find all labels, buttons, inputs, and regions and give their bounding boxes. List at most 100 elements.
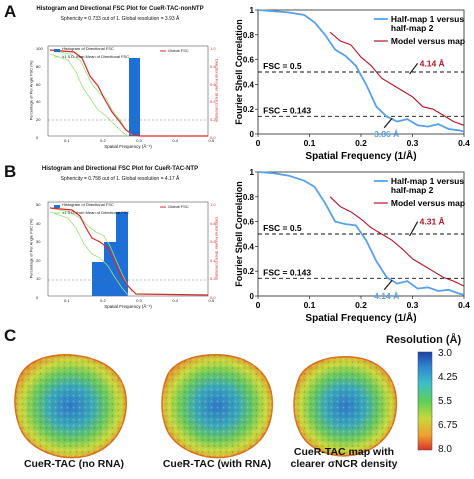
panel-a-global-fsc: [49, 49, 208, 137]
y-tick: 1.0: [210, 46, 216, 51]
arrow-half: [383, 279, 393, 291]
panel-b-sd-lower: [49, 211, 129, 296]
colorbar-tick: 5.5: [438, 396, 452, 407]
resolution-model-label: 4.31 Å: [420, 217, 445, 227]
y-tick-label: 0.8: [243, 193, 255, 202]
x-axis-label: Spatial Frequency (1/Å): [305, 311, 416, 324]
caption-no-rna: CueR-TAC (no RNA): [23, 458, 125, 470]
x-tick-label: 0.3: [407, 300, 419, 310]
y-tick: 20: [36, 117, 41, 123]
panel-b-small-yright-ticks: 1.0 0.8 0.6 0.4 0.2 0.0: [210, 202, 216, 300]
x-axis-label: Spatial Frequency (1/Å): [305, 149, 416, 162]
panel-b-small-svg: [47, 201, 209, 297]
y-tick: 0.8: [210, 63, 216, 69]
panel-a-small-xticks: 0.1 0.2 0.3 0.4 0.5: [64, 138, 214, 143]
panel-b-legend-global: Global FSC: [168, 204, 189, 209]
legend-half-map-line: Half-map 1 versus: [391, 14, 464, 24]
series-model-map: [329, 196, 465, 287]
panel-a-small-svg: [47, 45, 209, 137]
y-tick-label: 1: [250, 6, 255, 15]
y-tick-label: 0.2: [243, 105, 255, 114]
y-tick: 0.2: [210, 276, 216, 282]
panel-b-small-xticks: 0.1 0.2 0.3 0.4 0.5: [64, 298, 214, 303]
x-tick-label: 0.1: [304, 138, 316, 148]
panel-a-small-subtitle: Sphericity = 0.733 out of 1. Global reso…: [60, 16, 180, 22]
panel-b-small-xlabel: Spatial Frequency (Å⁻¹): [104, 304, 152, 309]
y-tick: 0.2: [210, 117, 216, 123]
panel-b-fsc-svg: 0 0.1 0.2 0.3 0.4 1 0.8 0.6 0.4 0.2 0 Spatial Frequ…: [234, 168, 470, 324]
series-half-map: [257, 171, 465, 296]
y-tick-label: 0.6: [243, 56, 255, 65]
panel-a-small-yleft-ticks: 100 80 60 40 20 0: [36, 46, 43, 140]
panel-a-legend-hist: Histogram of Directional FSC: [62, 46, 114, 51]
x-tick: 0.1: [64, 298, 70, 303]
panel-a-hist-bar: [129, 58, 140, 136]
resolution-half-label: 4.14 Å: [374, 291, 399, 301]
panel-a-legend-global: Global FSC: [168, 48, 189, 53]
y-tick: 20: [36, 257, 41, 263]
legend-half-map-line: half-map 2: [391, 23, 434, 33]
y-tick: 0: [36, 294, 39, 300]
legend-half-map-line: Half-map 1 versus: [391, 176, 464, 186]
x-tick-label: 0.4: [458, 138, 470, 148]
panel-a-sd-upper: [49, 49, 133, 136]
y-tick: 100: [36, 46, 43, 51]
panel-b-small-ylabel-left: Percentage of Per Angle FSC (%): [28, 218, 34, 279]
x-tick: 0.4: [172, 138, 178, 143]
fsc-05-label: FSC = 0.5: [263, 61, 302, 71]
colorbar: [417, 351, 433, 451]
panel-a-small-xlabel: Spatial Frequency (Å⁻¹): [104, 144, 152, 149]
panel-c-letter: C: [4, 326, 17, 345]
panel-b-hist-bar: [116, 212, 128, 296]
panel-b-hist-bar: [92, 262, 104, 296]
legend-model-map-label: Model versus map: [391, 198, 465, 208]
resolution-half-label: 3.86 Å: [374, 129, 399, 139]
y-tick: 30: [36, 239, 41, 245]
panel-a-letter: A: [4, 2, 17, 21]
arrow-half: [383, 117, 393, 129]
y-tick: 10: [36, 276, 41, 282]
caption-with-rna: CueR-TAC (with RNA): [162, 458, 272, 470]
y-tick: 0: [36, 134, 39, 140]
panel-a-fsc-svg: 0 0.1 0.2 0.3 0.4 1 0.8 0.6 0.4 0.2 0 Spatial Frequ…: [234, 6, 470, 162]
panel-b-legend-sd: ±1 S.D. from Mean of Directional FSC: [62, 210, 130, 215]
panel-b-small-title: Histogram and Directional FSC Plot for C…: [41, 166, 199, 172]
x-tick: 0.2: [100, 138, 106, 143]
arrow-model: [409, 221, 419, 237]
y-tick: 60: [36, 81, 41, 87]
colorbar-tick: 8.0: [438, 444, 452, 455]
legend-half-map-label: Half-map 1 versus half-map 2: [391, 14, 464, 33]
y-tick-label: 1: [250, 168, 255, 177]
colorbar-title: Resolution (Å): [386, 334, 462, 346]
x-tick: 0.2: [100, 298, 106, 303]
y-tick: 0.0: [210, 294, 216, 300]
y-axis-label: Fourier Shell Correlation: [234, 181, 244, 287]
y-tick: 80: [36, 63, 41, 69]
fsc-0143-label: FSC = 0.143: [263, 105, 311, 115]
y-tick-label: 0: [250, 130, 255, 139]
x-tick-label: 0.4: [458, 300, 470, 310]
y-tick: 0.4: [210, 99, 216, 105]
colorbar-tick: 3.0: [438, 348, 452, 359]
panel-b-directional-fsc-plot: Histogram and Directional FSC Plot for C…: [20, 162, 220, 312]
legend-model-map-label: Model versus map: [391, 36, 465, 46]
x-tick-label: 0.1: [304, 300, 316, 310]
panel-b-fsc-chart: 0 0.1 0.2 0.3 0.4 1 0.8 0.6 0.4 0.2 0 Spatial Frequ…: [234, 168, 472, 328]
y-tick-label: 0.4: [243, 242, 255, 251]
panel-b-small-yleft-ticks: 50 40 30 20 10 0: [36, 202, 40, 300]
panel-a-legend-sd: ±1 S.D. from Mean of Directional FSC: [62, 54, 130, 59]
map-with-rna: [161, 354, 274, 459]
fsc-0143-label: FSC = 0.143: [263, 267, 311, 277]
y-tick: 50: [36, 202, 41, 207]
x-tick: 0.1: [64, 138, 70, 143]
arrow-model: [409, 62, 419, 75]
panel-c-maps-svg: [14, 351, 433, 459]
colorbar-tick: 4.25: [438, 372, 458, 383]
panel-b-global-fsc: [49, 207, 209, 296]
y-axis-label: Fourier Shell Correlation: [234, 19, 244, 125]
y-tick-label: 0.8: [243, 31, 255, 40]
fsc-05-label: FSC = 0.5: [263, 223, 302, 233]
y-tick: 40: [36, 220, 41, 226]
y-tick-label: 0.2: [243, 267, 255, 276]
x-tick-label: 0: [256, 300, 261, 310]
